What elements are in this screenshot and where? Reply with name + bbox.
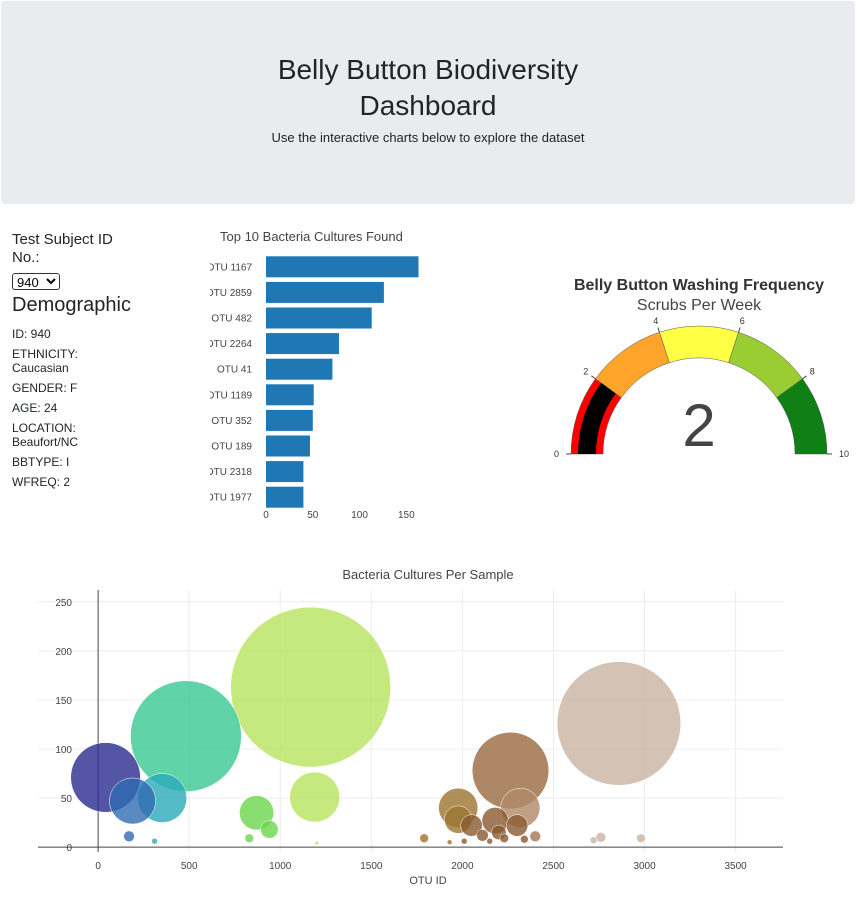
bubble-x-axis-label: OTU ID [409,875,446,887]
info-ethnicity: ETHNICITY: Caucasian [12,347,79,375]
gauge-step-4 [776,378,828,455]
info-bbtype: BBTYPE: I [12,455,70,469]
bubble-x-tick-label: 2000 [451,861,474,872]
gauge-tick-label: 2 [583,367,588,377]
info-age: AGE: 24 [12,401,58,415]
gauge-tick-label: 10 [839,449,849,459]
gauge-tick-label: 0 [554,449,559,459]
bubble-y-tick-label: 100 [55,745,72,756]
bar-category-label: OTU 1189 [210,390,252,401]
bubble-point [446,839,453,845]
gauge-tick-mark [802,375,807,380]
bubble-x-tick-label: 500 [181,861,198,872]
page-title: Belly Button Biodiversity Dashboard [277,54,579,121]
page-subtitle: Use the interactive charts below to expl… [271,130,585,145]
bar-6 [266,409,313,431]
bubble-y-tick-label: 0 [66,843,72,854]
gauge-tick-mark [591,375,596,380]
bubble-point [230,606,391,768]
bubble-point [419,833,429,843]
bar-4 [266,358,333,380]
bar-category-label: OTU 2264 [210,339,252,350]
demographic-info: ID: 940 ETHNICITY: Caucasian GENDER: F AG… [12,327,192,489]
bubble-point [244,833,254,843]
gauge-step-2 [659,325,739,364]
bubble-y-tick-label: 150 [55,696,72,707]
bubble-point [636,833,646,843]
bubble-point [260,820,279,839]
bar-category-label: OTU 1167 [210,262,252,273]
bar-category-label: OTU 1977 [210,493,252,504]
header-banner: Belly Button Biodiversity Dashboard Use t… [1,1,855,204]
bar-x-tick-label: 100 [351,510,368,521]
bubble-point [506,814,529,837]
bar-0 [266,256,419,278]
gauge-title: Belly Button Washing Frequency [574,277,824,294]
washing-frequency-gauge[interactable]: Belly Button Washing Frequency Scrubs Per… [540,262,850,472]
bubble-x-tick-label: 3000 [633,861,656,872]
bubble-point [239,795,275,831]
info-id: ID: 940 [12,327,51,341]
bubble-x-tick-label: 1000 [269,861,292,872]
bubble-point [595,832,607,843]
bar-category-label: OTU 189 [211,442,252,453]
gauge-value: 2 [682,392,715,459]
gauge-tick-mark [657,327,660,333]
bubble-x-tick-label: 3500 [725,861,748,872]
bar-9 [266,486,304,508]
bubble-point [556,661,681,786]
bubble-point [289,771,340,823]
bubble-y-tick-label: 200 [55,647,72,658]
bubble-point [476,829,489,842]
bubble-y-tick-label: 250 [55,598,72,609]
bubble-chart-title: Bacteria Cultures Per Sample [342,567,513,582]
bar-category-label: OTU 41 [217,365,252,376]
bar-7 [266,435,310,457]
bubble-point [151,838,158,845]
gauge-subtitle: Scrubs Per Week [637,297,762,314]
bubble-point [314,840,319,846]
bar-3 [266,333,339,355]
test-subject-select[interactable]: 940 [12,273,60,290]
info-gender: GENDER: F [12,381,78,395]
gauge-tick-label: 8 [810,367,815,377]
bar-chart-title: Top 10 Bacteria Cultures Found [220,229,403,244]
gauge-tick-mark [738,327,741,333]
bar-x-tick-label: 50 [307,510,319,521]
bubble-point [123,830,135,842]
bar-2 [266,307,372,329]
bubble-y-tick-label: 50 [61,794,73,805]
bar-x-tick-label: 150 [398,510,415,521]
gauge-tick-label: 4 [653,316,658,326]
bar-x-tick-label: 0 [263,510,269,521]
bubble-point [460,814,483,837]
bubble-point [499,833,509,843]
bubble-point [486,838,493,845]
bubble-x-tick-label: 2500 [542,861,565,872]
bar-5 [266,384,314,406]
gauge-tick-label: 6 [740,316,745,326]
bubble-point [520,835,529,844]
test-subject-label: Test Subject ID No.: [12,231,113,266]
info-wfreq: WFREQ: 2 [12,475,71,489]
bubble-x-tick-label: 0 [95,861,101,872]
sidebar: Test Subject ID No.: 940 Demographic ID: … [12,231,192,495]
bubble-point [461,838,468,845]
gauge-value-bar [578,382,616,454]
bar-category-label: OTU 2859 [210,288,252,299]
bar-8 [266,461,304,483]
bar-category-label: OTU 352 [211,416,252,427]
info-location: LOCATION: Beaufort/NC [12,421,79,449]
bubble-point [109,777,156,825]
bar-1 [266,281,384,303]
bubble-point [529,830,541,842]
bubble-point [589,836,598,844]
bubble-point [130,680,242,792]
bar-category-label: OTU 2318 [210,467,252,478]
bubble-x-tick-label: 1500 [360,861,383,872]
top10-bar-chart[interactable]: Top 10 Bacteria Cultures Found OTU 1167 OT… [210,222,440,524]
bar-category-label: OTU 482 [211,314,252,325]
demographic-title: Demographic [12,294,131,316]
